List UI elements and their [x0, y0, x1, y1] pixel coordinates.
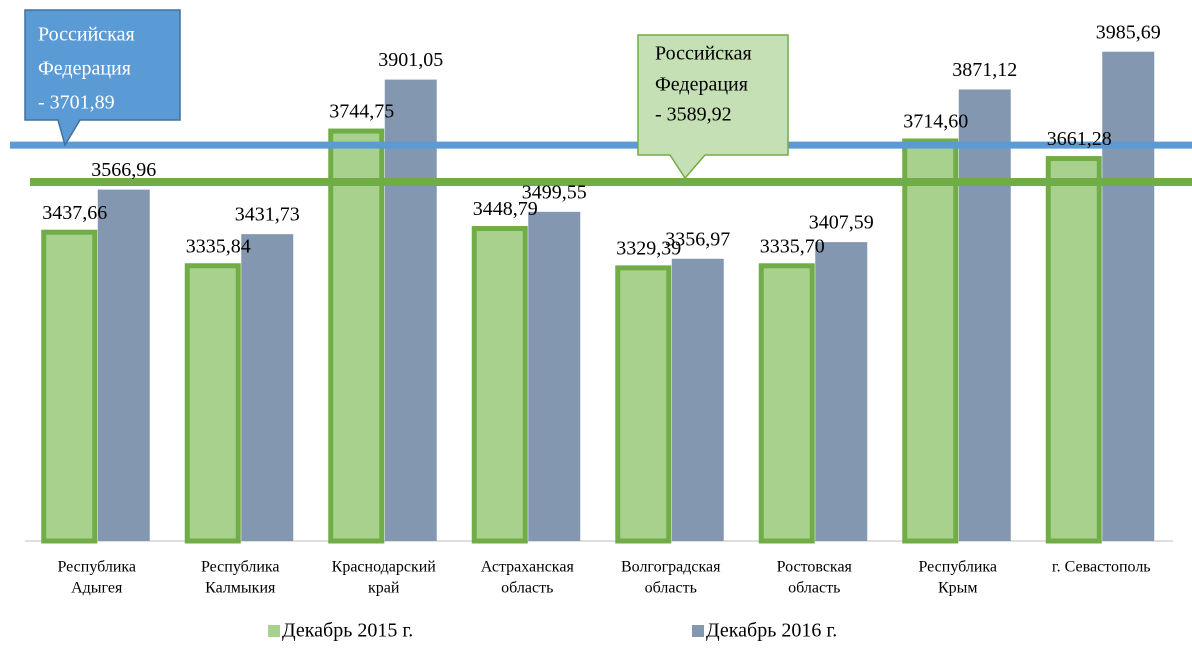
value-label: 3356,97 — [665, 228, 730, 250]
x-tick-label: область — [501, 580, 553, 597]
bar — [1102, 51, 1155, 541]
value-label: 3335,84 — [186, 235, 251, 257]
value-label: 3448,79 — [473, 198, 538, 220]
x-tick-label: Ростовская — [777, 559, 853, 576]
value-label: 3871,12 — [952, 59, 1017, 81]
callout-box — [24, 9, 181, 147]
callout-text: Российская — [38, 24, 135, 46]
bar — [671, 258, 724, 541]
x-tick-label: Республика — [57, 559, 136, 576]
value-label: 3335,70 — [760, 235, 825, 257]
plot — [10, 51, 1192, 544]
bar — [471, 226, 528, 544]
bar — [815, 242, 868, 542]
x-tick-label: Адыгея — [71, 580, 123, 597]
x-tick-label: г. Севастополь — [1052, 559, 1151, 576]
callout-text: - 3589,92 — [655, 104, 732, 126]
callout-box — [637, 34, 789, 180]
value-label: 3661,28 — [1047, 128, 1112, 150]
x-tick-label: Астраханская — [481, 559, 575, 576]
legend-label: Декабрь 2015 г. — [282, 620, 413, 642]
x-tick-label: область — [788, 580, 840, 597]
value-label: 3744,75 — [329, 101, 394, 123]
x-tick-label: Крым — [938, 580, 978, 597]
x-tick-label: Калмыкия — [205, 580, 276, 597]
bar — [184, 263, 241, 544]
callout-text: Федерация — [655, 74, 748, 96]
x-tick-label: Республика — [201, 559, 280, 576]
value-label: 3431,73 — [235, 204, 300, 226]
bar — [384, 79, 437, 542]
x-tick-label: Волгоградская — [621, 559, 721, 576]
value-label: 3985,69 — [1096, 21, 1161, 43]
legend-swatch — [692, 625, 704, 637]
bar — [958, 89, 1011, 541]
value-label: 3329,39 — [616, 237, 681, 259]
bar — [41, 229, 98, 544]
x-tick-label: Краснодарский — [332, 559, 437, 576]
legend-label: Декабрь 2016 г. — [706, 620, 837, 642]
bar — [1045, 156, 1102, 544]
value-label: 3901,05 — [378, 49, 443, 71]
bar — [328, 128, 385, 544]
bar — [758, 263, 815, 544]
bar — [902, 138, 959, 544]
bar — [97, 189, 150, 541]
bar — [528, 211, 581, 541]
bar — [241, 234, 294, 541]
legend-swatch — [268, 625, 280, 637]
callout-text: Федерация — [38, 58, 131, 80]
value-label: 3714,60 — [903, 111, 968, 133]
x-tick-label: область — [645, 580, 697, 597]
x-tick-label: Республика — [918, 559, 997, 576]
value-label: 3437,66 — [42, 202, 107, 224]
callout-text: - 3701,89 — [38, 92, 115, 114]
value-label: 3566,96 — [91, 159, 156, 181]
bar — [615, 265, 672, 544]
value-label: 3499,55 — [522, 181, 587, 203]
callout-text: Российская — [655, 43, 752, 65]
value-label: 3407,59 — [809, 212, 874, 234]
x-tick-label: край — [368, 580, 400, 597]
